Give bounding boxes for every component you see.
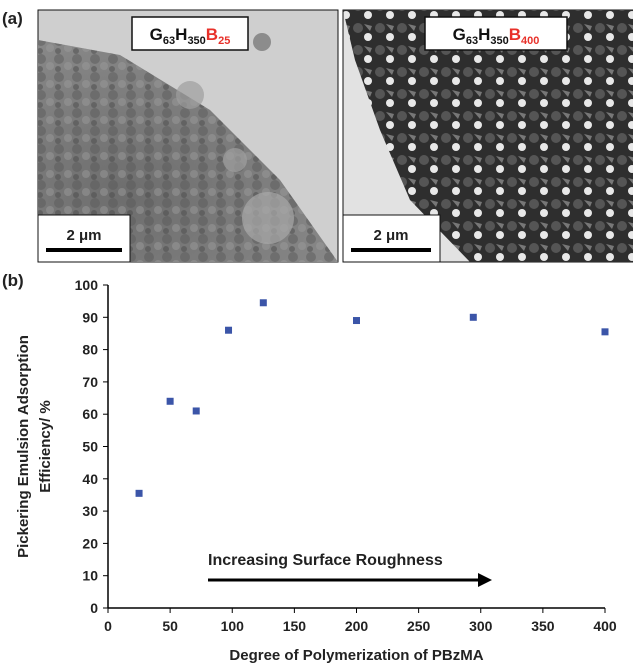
image-label: G63H350B400 bbox=[453, 25, 540, 47]
x-tick-label: 300 bbox=[469, 618, 493, 634]
annotation: Increasing Surface Roughness bbox=[208, 552, 443, 569]
element: B bbox=[206, 25, 218, 44]
panel-letter: (b) bbox=[2, 271, 24, 290]
panel-letter: (a) bbox=[2, 9, 23, 28]
element: B bbox=[509, 25, 521, 44]
y-tick-label: 80 bbox=[82, 342, 98, 358]
scale-bar-label: 2 μm bbox=[373, 227, 408, 244]
y-tick-label: 40 bbox=[82, 471, 98, 487]
data-point bbox=[192, 407, 200, 415]
x-tick-label: 150 bbox=[283, 618, 307, 634]
y-tick-label: 30 bbox=[82, 503, 98, 519]
subscript: 63 bbox=[466, 35, 478, 47]
element: H bbox=[478, 25, 490, 44]
image-label: G63H350B25 bbox=[150, 25, 231, 47]
element: G bbox=[453, 25, 466, 44]
y-tick-label: 90 bbox=[82, 309, 98, 325]
label-box bbox=[131, 16, 249, 51]
x-tick-label: 250 bbox=[407, 618, 431, 634]
data-point bbox=[601, 328, 609, 336]
y-tick-label: 20 bbox=[82, 535, 98, 551]
label-box bbox=[424, 16, 568, 51]
y-tick-label: 60 bbox=[82, 406, 98, 422]
y-tick-label: 0 bbox=[90, 600, 98, 616]
data-point bbox=[225, 326, 233, 334]
x-tick-label: 200 bbox=[345, 618, 369, 634]
element: G bbox=[150, 25, 163, 44]
element: H bbox=[175, 25, 187, 44]
x-tick-label: 350 bbox=[531, 618, 555, 634]
x-tick-label: 100 bbox=[221, 618, 245, 634]
data-point bbox=[469, 313, 477, 321]
scale-bar bbox=[351, 248, 431, 252]
subscript: 400 bbox=[521, 35, 539, 47]
x-axis-title: Degree of Polymerization of PBzMA bbox=[229, 647, 483, 664]
y-tick-label: 70 bbox=[82, 374, 98, 390]
x-tick-label: 0 bbox=[104, 618, 112, 634]
arrow-head bbox=[478, 573, 492, 587]
x-tick-label: 400 bbox=[593, 618, 617, 634]
scale-bar bbox=[46, 248, 122, 252]
y-axis-title: Efficiency/ % bbox=[37, 400, 54, 493]
y-tick-label: 10 bbox=[82, 568, 98, 584]
subscript: 350 bbox=[490, 35, 508, 47]
subscript: 350 bbox=[187, 35, 205, 47]
scale-box bbox=[37, 214, 131, 263]
y-tick-label: 100 bbox=[75, 277, 99, 293]
subscript: 63 bbox=[163, 35, 175, 47]
y-axis-title: Pickering Emulsion Adsorption bbox=[15, 335, 32, 558]
scale-box bbox=[342, 214, 441, 263]
scatter-chart: 0 10 20 30 40 50 60 70 80 90 100 0 50 100 150 200 250 300… bbox=[15, 277, 617, 664]
y-tick-label: 50 bbox=[82, 439, 98, 455]
data-point bbox=[353, 317, 360, 325]
data-point bbox=[135, 489, 143, 497]
data-point bbox=[259, 299, 267, 307]
x-tick-label: 50 bbox=[162, 618, 178, 634]
subscript: 25 bbox=[218, 35, 230, 47]
scale-bar-label: 2 μm bbox=[66, 227, 101, 244]
data-point bbox=[166, 397, 174, 405]
